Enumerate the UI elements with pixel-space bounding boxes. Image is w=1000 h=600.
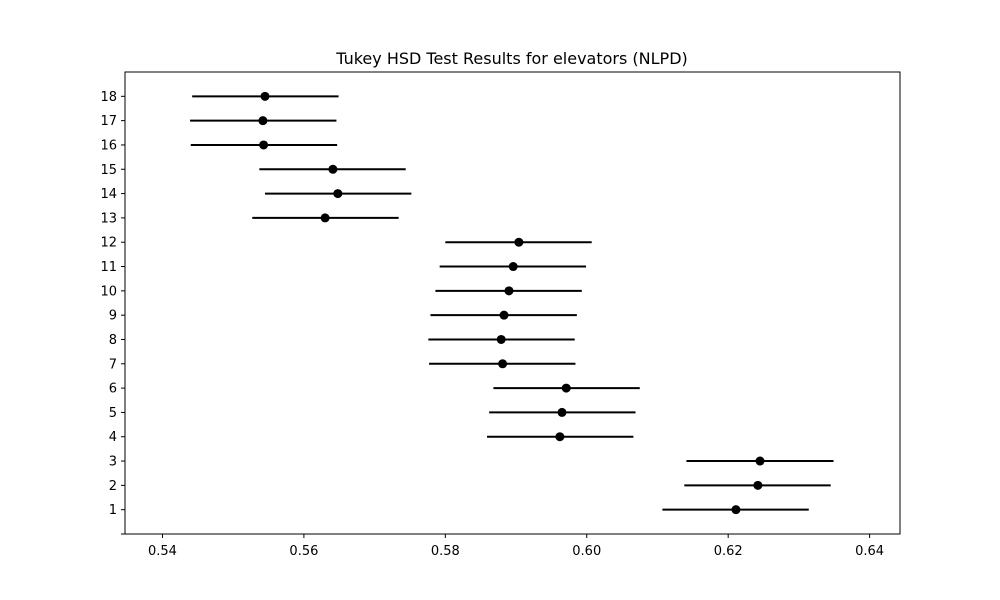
mean-point: [557, 407, 567, 417]
y-tick-label: 5: [109, 406, 117, 421]
x-tick-label: 0.62: [714, 544, 743, 559]
y-tick-label: 1: [109, 503, 117, 518]
y-tick-label: 15: [100, 163, 117, 178]
mean-point: [508, 262, 518, 272]
mean-point: [333, 189, 343, 199]
y-tick-label: 6: [109, 382, 117, 397]
y-tick-label: 10: [100, 284, 117, 299]
x-tick-label: 0.60: [572, 544, 601, 559]
mean-point: [258, 116, 268, 126]
x-tick-label: 0.64: [855, 544, 884, 559]
y-tick-label: 12: [100, 236, 117, 251]
mean-point: [328, 164, 338, 174]
mean-point: [753, 480, 763, 490]
y-tick-label: 11: [100, 260, 117, 275]
x-axis: 0.54 0.56 0.58 0.60 0.62 0.64: [148, 534, 884, 559]
y-tick-label: 7: [109, 357, 117, 372]
y-tick-label: 18: [100, 90, 117, 105]
mean-point: [260, 91, 270, 101]
y-tick-label: 9: [109, 309, 117, 324]
mean-point: [504, 286, 514, 296]
y-tick-label: 13: [100, 211, 117, 226]
y-tick-label: 14: [100, 187, 117, 202]
mean-point: [561, 383, 571, 393]
x-tick-label: 0.58: [431, 544, 460, 559]
y-tick-label: 8: [109, 333, 117, 348]
y-tick-label: 2: [109, 479, 117, 494]
mean-point: [498, 359, 508, 369]
y-tick-label: 17: [100, 114, 117, 129]
mean-point: [499, 310, 509, 320]
mean-point: [755, 456, 765, 466]
y-tick-label: 3: [109, 455, 117, 470]
x-tick-label: 0.54: [148, 544, 177, 559]
interval-marks: [190, 91, 834, 515]
mean-point: [555, 432, 565, 442]
y-tick-label: 4: [109, 430, 117, 445]
chart-title: Tukey HSD Test Results for elevators (NL…: [335, 49, 688, 68]
mean-point: [731, 505, 741, 515]
plot-area-frame: [124, 71, 901, 535]
mean-point: [259, 140, 269, 150]
mean-point: [496, 334, 506, 344]
y-tick-label: 16: [100, 138, 117, 153]
mean-point: [320, 213, 330, 223]
mean-point: [514, 237, 524, 247]
x-tick-label: 0.56: [289, 544, 318, 559]
